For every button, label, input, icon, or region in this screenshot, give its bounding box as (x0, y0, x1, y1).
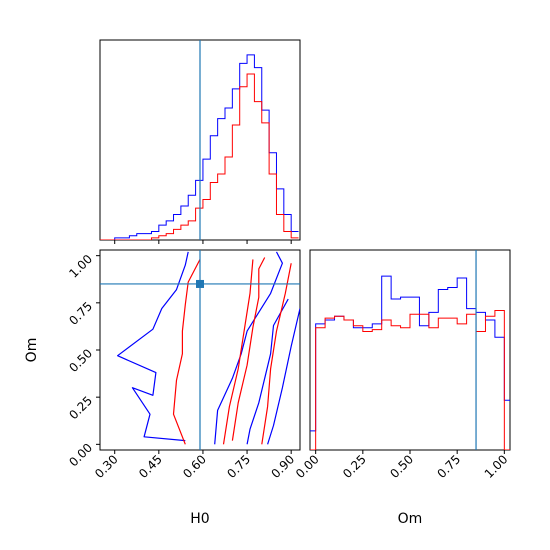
contour-red-4 (172, 259, 201, 445)
plot-layer (100, 40, 510, 450)
om-hist-panel (309, 249, 511, 451)
contour-red-6 (261, 263, 292, 445)
h0-hist-series-blue (100, 54, 299, 240)
x-axis-label-h0: H0 (190, 511, 209, 527)
om-x-tick-label: 0.00 (293, 452, 322, 481)
x-axis-label-om: Om (398, 511, 423, 527)
h0-tick-label: 0.45 (136, 452, 165, 481)
contour-blue-0 (117, 251, 189, 442)
om-y-tick-label: 0.75 (66, 299, 95, 328)
h0-tick-label: 0.75 (224, 452, 253, 481)
contour-red-7 (222, 259, 254, 445)
joint-layer (100, 250, 300, 450)
om-x-tick-label: 1.00 (482, 452, 511, 481)
y-axis-label-om: Om (24, 338, 40, 363)
om-hist-layer (310, 250, 510, 450)
h0-tick-label: 0.60 (180, 452, 209, 481)
contour-blue-3 (267, 308, 300, 445)
om-hist-series-red (310, 309, 510, 450)
h0-hist-series-red (100, 73, 299, 240)
om-y-tick-label: 0.25 (66, 393, 95, 422)
h0-hist-layer (100, 40, 299, 240)
contour-red-5 (231, 257, 266, 441)
om-y-tick-label: 0.50 (66, 346, 95, 375)
contour-blue-2 (246, 298, 289, 445)
truth-marker (196, 279, 204, 288)
om-x-tick-label: 0.50 (387, 452, 416, 481)
contour-blue-1 (214, 251, 283, 445)
om-y-tick-label: 0.00 (66, 441, 95, 470)
om-x-tick-label: 0.25 (340, 452, 369, 481)
om-x-tick-label: 0.75 (434, 452, 463, 481)
om-y-tick-label: 1.00 (66, 252, 95, 281)
h0-tick-label: 0.30 (92, 452, 121, 481)
h0-tick-label: 0.90 (269, 452, 298, 481)
